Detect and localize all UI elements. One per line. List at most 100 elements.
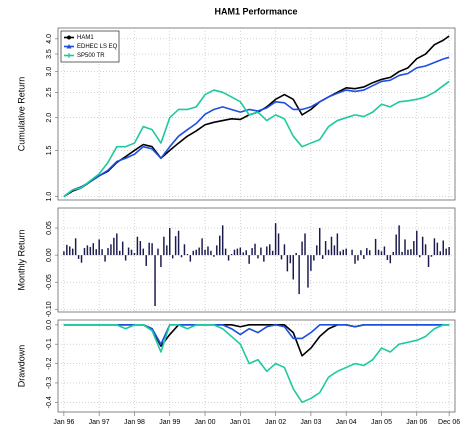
bar	[124, 255, 127, 261]
bar	[233, 249, 236, 256]
legend-label: HAM1	[77, 35, 94, 41]
bar	[330, 236, 333, 256]
bar	[221, 225, 224, 256]
bar	[166, 245, 168, 256]
bar	[95, 249, 97, 256]
y-tick-label: 1.5	[46, 145, 53, 155]
y-tick-label: 1.0	[46, 192, 53, 202]
bar	[354, 255, 356, 264]
x-tick-label: Jan 02	[265, 419, 286, 426]
bar	[398, 225, 400, 256]
bar	[89, 247, 92, 256]
bar	[407, 249, 409, 256]
bar	[316, 245, 318, 256]
y-axis-title: Cumulative Return	[16, 77, 26, 152]
legend-marker	[67, 35, 71, 40]
bar	[289, 255, 292, 264]
legend-marker	[66, 44, 72, 49]
bar	[374, 238, 377, 256]
bar	[98, 239, 100, 256]
y-tick-label: 3.0	[46, 67, 53, 77]
bar	[69, 246, 71, 256]
x-tick-label: Jan 06	[406, 419, 427, 426]
y-tick-label: -0.3	[46, 377, 53, 389]
bar	[104, 255, 106, 262]
bar	[310, 255, 312, 271]
bar	[192, 250, 195, 256]
y-axis-title: Drawdown	[16, 345, 26, 388]
y-axis-title: Monthly Return	[16, 229, 26, 290]
bar	[263, 255, 265, 262]
bar	[433, 238, 436, 256]
bar	[169, 228, 171, 256]
bar	[230, 254, 233, 256]
bar	[180, 255, 183, 258]
y-tick-label: 2.5	[46, 87, 53, 97]
bar	[160, 255, 162, 268]
bar	[421, 236, 424, 256]
bar	[216, 245, 218, 256]
bar	[301, 241, 303, 256]
bar	[71, 248, 74, 256]
bar	[101, 249, 103, 256]
bar	[333, 245, 336, 256]
bar	[130, 249, 133, 256]
y-tick-label: 2.0	[46, 113, 53, 123]
bar	[116, 233, 118, 256]
bar	[274, 223, 277, 256]
bar	[368, 250, 371, 256]
bar	[77, 255, 80, 259]
bar	[195, 249, 197, 256]
bar	[201, 238, 203, 256]
bar	[283, 244, 286, 256]
bar	[413, 241, 415, 256]
bar	[280, 255, 283, 260]
bar	[207, 246, 209, 256]
bar	[377, 249, 380, 256]
y-tick-label: -0.1	[46, 338, 53, 350]
bar	[171, 255, 174, 259]
panel-frame	[57, 27, 456, 201]
bar	[245, 250, 247, 256]
bar	[386, 255, 389, 260]
bar	[292, 255, 294, 280]
y-tick-label: 4.0	[46, 34, 53, 44]
bar	[336, 233, 339, 256]
bar	[145, 255, 147, 266]
legend-label: SP500 TR	[77, 53, 105, 59]
panel-frame	[57, 319, 456, 413]
bar	[92, 243, 95, 256]
series-line	[63, 80, 450, 198]
bar	[219, 235, 221, 256]
y-tick-label: -0.4	[46, 396, 53, 408]
bar	[430, 255, 433, 257]
bar	[66, 244, 68, 256]
bar	[224, 248, 227, 256]
bar	[183, 244, 186, 256]
bar	[110, 244, 112, 256]
bar	[404, 239, 406, 256]
bar	[210, 250, 212, 256]
bar	[389, 255, 392, 264]
bar	[86, 245, 89, 256]
bar	[357, 255, 359, 261]
x-tick-label: Jan 01	[230, 419, 251, 426]
bar	[351, 249, 353, 256]
bar	[163, 236, 165, 256]
bar	[236, 248, 239, 256]
x-tick-label: Jan 05	[371, 419, 392, 426]
bar	[295, 252, 297, 256]
series-line	[63, 56, 450, 198]
y-tick-label: 0.00	[46, 248, 53, 262]
chart-title: HAM1 Performance	[214, 6, 297, 16]
bar	[151, 243, 153, 256]
bar	[427, 255, 430, 268]
bar	[271, 250, 274, 256]
bar	[416, 230, 418, 256]
bar	[142, 248, 145, 256]
bar	[242, 252, 245, 256]
x-tick-label: Dec 06	[438, 419, 460, 426]
x-tick-label: Jan 96	[53, 419, 74, 426]
bar	[136, 236, 139, 256]
